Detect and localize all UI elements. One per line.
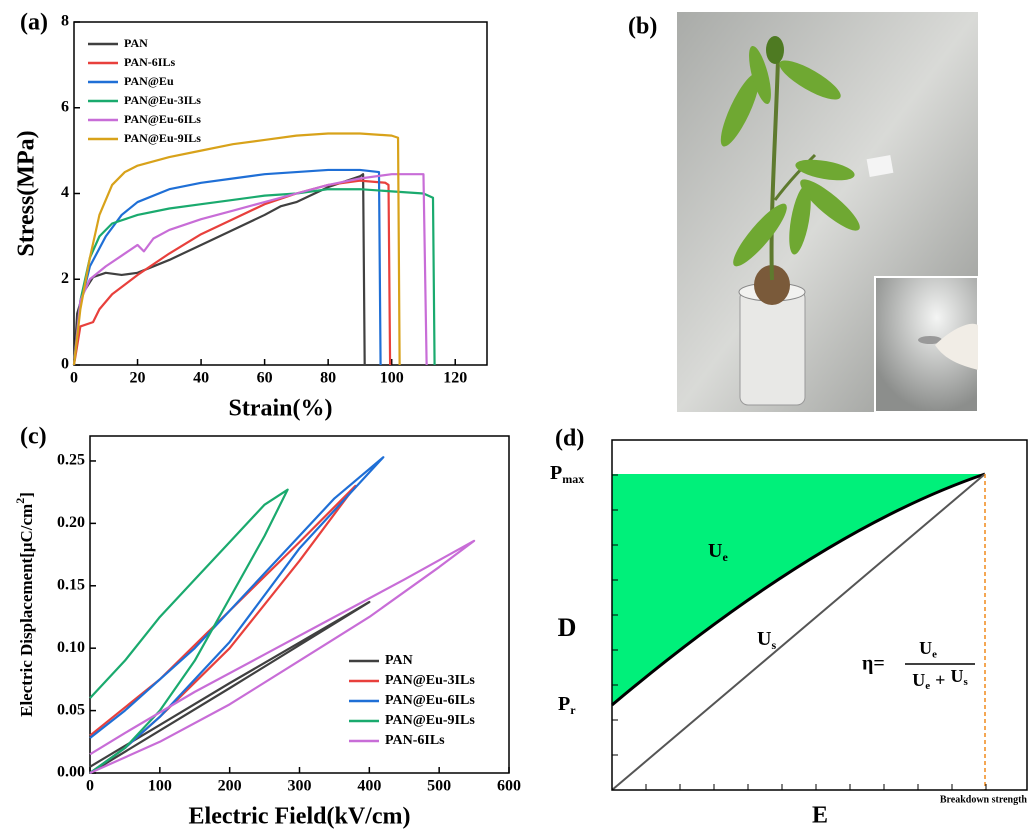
y-tick-label: 0.25 [57,452,85,469]
panel-label: (c) [20,424,47,450]
x-tick-label: 120 [443,370,467,387]
y-tick-label: 0 [61,356,69,373]
panel-label: (d) [555,426,584,452]
formula-sub: s [963,676,968,688]
x-tick-label: 400 [357,778,381,795]
series-line [74,133,400,365]
formula-numerator: Ue [919,638,937,661]
legend-label: PAN@Eu [124,74,174,88]
ue-label-base: U [708,540,722,562]
y-tick-label: 8 [61,13,69,30]
legend-label: PAN-6ILs [124,55,175,69]
y-axis-label-tail: ] [17,492,36,498]
x-tick-label: 0 [70,370,78,387]
y-axis-label: Electric Displacement[μC/cm2] [13,492,36,717]
figure: 0 20 40 60 80 100 120 0 2 4 6 8 PAN PAN-6ILs PAN@Eu PAN… [0,0,1028,831]
legend-label: PAN@Eu-9ILs [124,131,201,145]
p-r-label-sub: r [570,703,576,717]
x-tick-label: 300 [288,778,312,795]
y-tick-label: 4 [61,184,69,201]
series-line [74,174,427,365]
legend-label: PAN@Eu-9ILs [385,713,475,728]
x-tick-label: 100 [148,778,172,795]
formula-numerator-base: U [919,638,932,658]
ue-area [612,474,985,705]
series-line [90,602,369,773]
x-axis-label: Strain(%) [229,396,333,422]
p-r-label-base: P [558,693,570,715]
formula-base: U [912,670,925,690]
y-axis-label-base: Electric Displacement[μC/cm [17,504,36,717]
formula-base: U [950,666,963,686]
us-label-base: U [757,628,771,650]
x-tick-label: 40 [193,370,209,387]
formula-numerator-sub: e [932,649,937,661]
ue-label-sub: e [722,550,728,564]
series-line [90,490,288,773]
us-label-sub: s [771,638,776,652]
legend-label: PAN@Eu-3ILs [385,673,475,688]
y-tick-label: 6 [61,98,69,115]
breakdown-label: Breakdown strength [940,794,1028,805]
x-tick-label: 0 [86,778,94,795]
formula-operator: + [935,670,945,690]
p-max-label: Pmax [550,462,584,486]
y-tick-label: 0.15 [57,576,85,593]
formula-lhs: η= [862,653,885,675]
y-tick-label: 0.10 [57,639,85,656]
panel-label: (b) [628,14,657,40]
x-tick-label: 200 [218,778,242,795]
x-tick-label: 60 [257,370,273,387]
y-axis-label: D [558,613,577,642]
us-label: Us [757,628,776,652]
y-tick-label: 0.20 [57,514,85,531]
x-tick-label: 500 [427,778,451,795]
legend-label: PAN-6ILs [385,733,445,748]
x-tick-label: 100 [380,370,404,387]
series-line [74,170,381,365]
legend-label: PAN@Eu-6ILs [124,112,201,126]
legend-label: PAN [124,36,148,50]
formula-sub: e [925,680,930,692]
p-max-label-base: P [550,462,562,484]
y-axis-label: Stress(MPa) [14,130,40,256]
photo [677,12,978,412]
x-axis-label: Electric Field(kV/cm) [189,804,411,830]
formula-denominator: Ue+Us [912,666,968,691]
y-tick-label: 2 [61,270,69,287]
x-axis-label: E [812,803,828,829]
y-tick-label: 0.05 [57,701,85,718]
series-line [74,181,390,365]
x-tick-label: 80 [320,370,336,387]
x-tick-label: 600 [497,778,521,795]
legend-label: PAN@Eu-6ILs [385,693,475,708]
legend-label: PAN [385,653,413,668]
p-r-label: Pr [558,693,576,717]
panel-label: (a) [20,10,48,36]
p-max-label-sub: max [562,472,584,486]
y-tick-label: 0.00 [57,764,85,781]
x-tick-label: 20 [130,370,146,387]
legend-label: PAN@Eu-3ILs [124,93,201,107]
